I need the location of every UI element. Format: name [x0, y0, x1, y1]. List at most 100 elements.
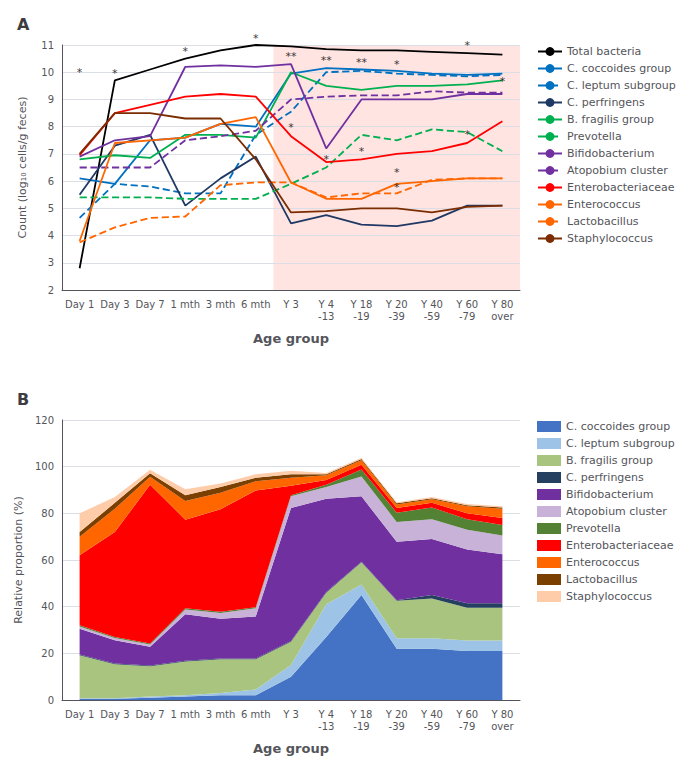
svg-text:B: B — [17, 390, 29, 409]
svg-text:B. fragilis group: B. fragilis group — [567, 113, 654, 126]
svg-text:Y 20: Y 20 — [385, 299, 408, 310]
svg-text:*: * — [323, 153, 329, 166]
svg-text:Enterococcus: Enterococcus — [567, 198, 641, 211]
svg-text:40: 40 — [41, 601, 54, 612]
svg-text:Staphylococcus: Staphylococcus — [566, 590, 652, 603]
svg-text:3 mth: 3 mth — [206, 299, 236, 310]
svg-text:11: 11 — [41, 40, 54, 51]
svg-text:*: * — [253, 32, 259, 45]
svg-text:80: 80 — [41, 508, 54, 519]
svg-text:1 mth: 1 mth — [171, 299, 201, 310]
svg-text:Y 18: Y 18 — [349, 299, 372, 310]
svg-text:Y 60: Y 60 — [455, 299, 478, 310]
svg-text:20: 20 — [41, 648, 54, 659]
svg-text:-59: -59 — [424, 311, 440, 322]
svg-text:A: A — [17, 15, 30, 34]
svg-text:Y 40: Y 40 — [420, 709, 443, 720]
svg-text:*: * — [464, 128, 470, 141]
svg-text:Age group: Age group — [253, 741, 329, 756]
svg-text:3 mth: 3 mth — [206, 709, 236, 720]
svg-text:Lactobacillus: Lactobacillus — [566, 573, 638, 586]
svg-text:4: 4 — [48, 230, 54, 241]
svg-text:120: 120 — [35, 415, 54, 426]
svg-text:Atopobium cluster: Atopobium cluster — [566, 505, 667, 518]
svg-text:-59: -59 — [424, 721, 440, 732]
svg-text:*: * — [500, 75, 506, 88]
svg-text:Bifidobacterium: Bifidobacterium — [566, 488, 653, 501]
svg-text:100: 100 — [35, 461, 54, 472]
svg-text:9: 9 — [48, 94, 54, 105]
svg-text:Count (log₁₀ cells/g feces): Count (log₁₀ cells/g feces) — [16, 97, 29, 239]
svg-text:*: * — [183, 45, 189, 58]
svg-text:7: 7 — [48, 148, 54, 159]
svg-text:Y 3: Y 3 — [282, 709, 299, 720]
svg-text:*: * — [77, 66, 83, 79]
svg-text:Relative proportion (%): Relative proportion (%) — [12, 496, 25, 624]
svg-text:5: 5 — [48, 203, 54, 214]
svg-text:Day 1: Day 1 — [65, 709, 94, 720]
svg-text:Y 4: Y 4 — [317, 709, 334, 720]
svg-text:over: over — [491, 721, 514, 732]
svg-text:Day 7: Day 7 — [135, 299, 164, 310]
svg-text:*: * — [394, 58, 400, 71]
svg-text:*: * — [288, 121, 294, 134]
svg-text:Enterobacteriaceae: Enterobacteriaceae — [567, 181, 675, 194]
svg-text:Y 80: Y 80 — [490, 709, 513, 720]
svg-text:8: 8 — [48, 121, 54, 132]
svg-text:-13: -13 — [318, 311, 334, 322]
svg-text:Prevotella: Prevotella — [566, 522, 621, 535]
svg-text:Lactobacillus: Lactobacillus — [567, 215, 639, 228]
svg-text:Y 20: Y 20 — [385, 709, 408, 720]
svg-text:Y 80: Y 80 — [490, 299, 513, 310]
svg-text:6: 6 — [48, 176, 54, 187]
svg-text:-13: -13 — [318, 721, 334, 732]
svg-text:Bifidobacterium: Bifidobacterium — [567, 147, 654, 160]
svg-text:-19: -19 — [353, 311, 369, 322]
svg-text:over: over — [491, 311, 514, 322]
svg-text:Y 3: Y 3 — [282, 299, 299, 310]
svg-text:6 mth: 6 mth — [241, 709, 271, 720]
svg-text:Y 4: Y 4 — [317, 299, 334, 310]
svg-text:*: * — [394, 181, 400, 194]
svg-text:Day 7: Day 7 — [135, 709, 164, 720]
svg-text:Age group: Age group — [253, 331, 329, 346]
svg-text:C. perfringens: C. perfringens — [567, 96, 645, 109]
svg-text:Y 40: Y 40 — [420, 299, 443, 310]
svg-text:1 mth: 1 mth — [171, 709, 201, 720]
svg-text:-39: -39 — [389, 311, 405, 322]
svg-text:60: 60 — [41, 555, 54, 566]
svg-text:Atopobium cluster: Atopobium cluster — [567, 164, 668, 177]
svg-text:6 mth: 6 mth — [241, 299, 271, 310]
svg-text:3: 3 — [48, 257, 54, 268]
svg-text:Total bacteria: Total bacteria — [566, 45, 641, 58]
svg-text:C. leptum subgroup: C. leptum subgroup — [567, 79, 676, 92]
svg-text:Y 18: Y 18 — [349, 709, 372, 720]
svg-text:Prevotella: Prevotella — [567, 130, 622, 143]
svg-text:Staphylococcus: Staphylococcus — [567, 232, 653, 245]
svg-text:Day 1: Day 1 — [65, 299, 94, 310]
svg-text:**: ** — [286, 50, 298, 63]
svg-text:-19: -19 — [353, 721, 369, 732]
svg-text:**: ** — [356, 56, 368, 69]
svg-text:Day 3: Day 3 — [100, 709, 129, 720]
svg-text:**: ** — [321, 54, 333, 67]
svg-text:*: * — [112, 67, 118, 80]
svg-text:-79: -79 — [459, 721, 475, 732]
svg-text:*: * — [394, 166, 400, 179]
svg-text:*: * — [359, 145, 365, 158]
svg-text:C. leptum subgroup: C. leptum subgroup — [566, 437, 675, 450]
svg-text:Day 3: Day 3 — [100, 299, 129, 310]
svg-text:B. fragilis group: B. fragilis group — [566, 454, 653, 467]
svg-text:-79: -79 — [459, 311, 475, 322]
svg-text:0: 0 — [48, 695, 54, 706]
svg-text:*: * — [464, 39, 470, 52]
svg-text:C. coccoides group: C. coccoides group — [566, 420, 670, 433]
svg-text:C. perfringens: C. perfringens — [566, 471, 644, 484]
svg-text:10: 10 — [41, 67, 54, 78]
svg-text:Enterococcus: Enterococcus — [566, 556, 640, 569]
svg-text:C. coccoides group: C. coccoides group — [567, 62, 671, 75]
svg-text:2: 2 — [48, 285, 54, 296]
svg-text:Y 60: Y 60 — [455, 709, 478, 720]
svg-text:-39: -39 — [389, 721, 405, 732]
svg-text:Enterobacteriaceae: Enterobacteriaceae — [566, 539, 674, 552]
